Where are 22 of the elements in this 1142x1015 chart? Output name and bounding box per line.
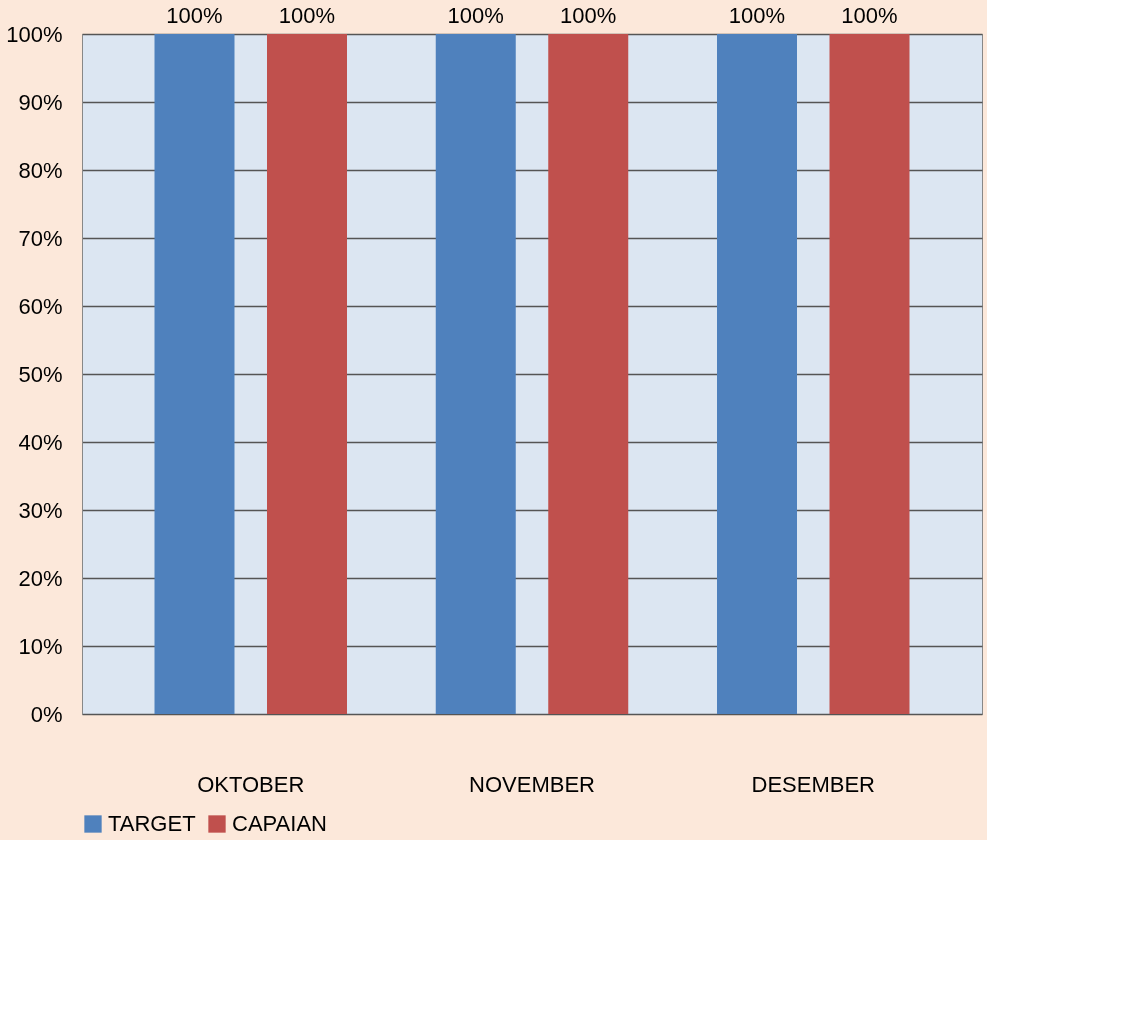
data-label: 100%: [728, 3, 786, 28]
x-tick-label: OKTOBER: [197, 771, 305, 797]
y-tick-label: 30%: [18, 497, 63, 523]
y-tick-label: 60%: [18, 293, 63, 319]
data-label: 100%: [166, 3, 223, 28]
y-tick-label: 70%: [18, 225, 63, 251]
y-tick-label: 80%: [18, 157, 63, 183]
data-label: 100%: [841, 3, 898, 28]
y-tick-label: 40%: [18, 429, 63, 455]
x-tick-label: DESEMBER: [751, 771, 875, 797]
data-label: 100%: [447, 3, 504, 28]
data-label: 100%: [278, 3, 336, 28]
y-tick-label: 10%: [18, 633, 63, 659]
legend-label: CAPAIAN: [232, 811, 327, 836]
y-tick-label: 50%: [18, 361, 63, 387]
x-tick-label: NOVEMBER: [469, 771, 595, 797]
y-tick-label: 0%: [30, 701, 63, 727]
legend-label: TARGET: [108, 811, 196, 836]
y-tick-label: 100%: [6, 21, 63, 47]
data-label: 100%: [560, 3, 617, 28]
y-tick-label: 90%: [18, 89, 63, 115]
y-tick-label: 20%: [18, 565, 63, 591]
